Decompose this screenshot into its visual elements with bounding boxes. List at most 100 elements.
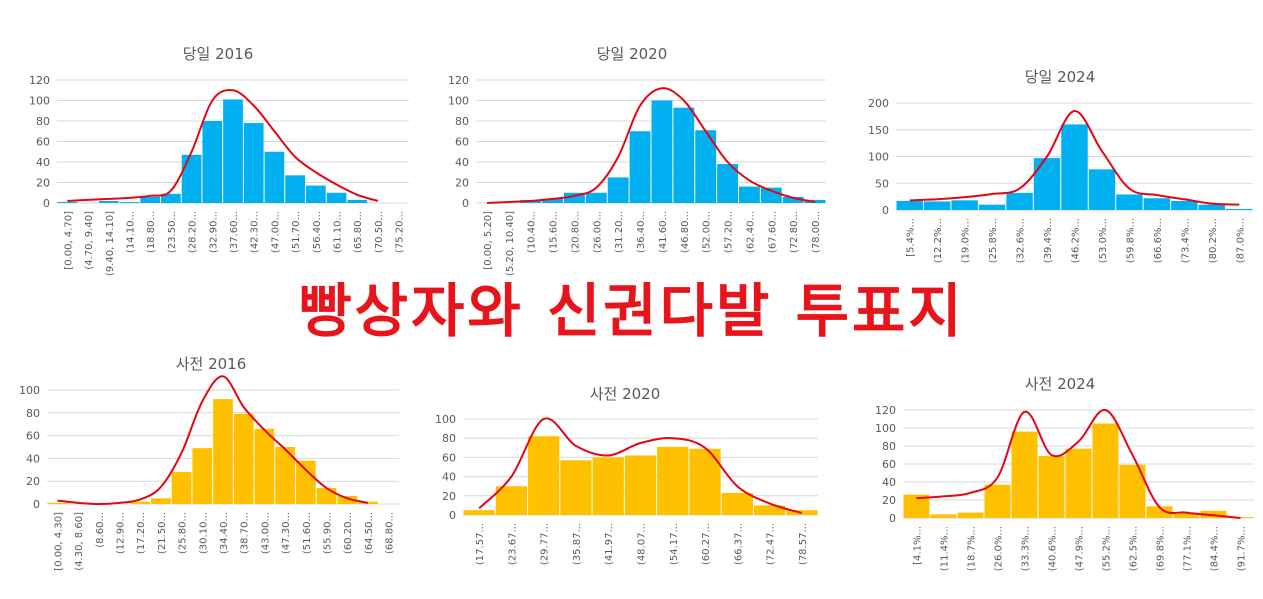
histogram-bar bbox=[657, 446, 689, 515]
chart-title: 당일 2020 bbox=[597, 45, 668, 63]
histogram-bar bbox=[903, 494, 930, 518]
x-tick-label: (59.8%... bbox=[1125, 218, 1136, 263]
histogram-bar bbox=[98, 200, 119, 203]
histogram-bar bbox=[542, 198, 563, 203]
x-tick-label: (23.67... bbox=[507, 523, 518, 565]
histogram-bar bbox=[285, 175, 305, 203]
x-tick-label: (70.50... bbox=[374, 211, 385, 253]
histogram-bar bbox=[192, 448, 213, 504]
x-tick-label: (42.30... bbox=[250, 211, 261, 253]
chart-title: 사전 2016 bbox=[176, 355, 247, 373]
histogram-bar bbox=[624, 455, 657, 515]
x-tick-label: (47.30... bbox=[281, 512, 292, 554]
x-tick-label: (28.20... bbox=[188, 211, 199, 253]
y-tick-label: 100 bbox=[19, 384, 40, 397]
chart-title: 사전 2020 bbox=[590, 385, 661, 403]
histogram-bar bbox=[717, 164, 738, 203]
chart-dangil-2020: 당일 2020 0 20 40 60 80 100 120 [0.00, 5.20] (5.20,… bbox=[448, 45, 826, 276]
y-tick-label: 40 bbox=[882, 476, 896, 489]
x-tick-label: (62.40... bbox=[745, 211, 756, 253]
x-tick-label: (53.0%... bbox=[1098, 218, 1109, 263]
x-tick-label: (73.4%... bbox=[1180, 218, 1191, 263]
histogram-bar bbox=[495, 486, 528, 515]
histogram-bar bbox=[1173, 512, 1200, 518]
histogram-bar bbox=[57, 201, 78, 203]
x-tick-label: (4.30, 8.60] bbox=[74, 512, 85, 571]
x-tick-label: (14.10... bbox=[125, 211, 136, 253]
histogram-bar bbox=[295, 460, 316, 504]
histogram-bar bbox=[923, 201, 951, 210]
y-tick-label: 40 bbox=[455, 156, 469, 169]
y-tick-label: 200 bbox=[868, 97, 889, 110]
x-tick-label: (5.20, 10.40] bbox=[505, 211, 516, 276]
histogram-bar bbox=[275, 447, 295, 504]
y-tick-label: 60 bbox=[882, 458, 896, 471]
histogram-bar bbox=[337, 496, 358, 504]
x-tick-label: (57.20... bbox=[724, 211, 735, 253]
x-tick-label: (72.80... bbox=[789, 211, 800, 253]
x-tick-label: (9.40, 14.10] bbox=[105, 211, 116, 276]
histogram-bar bbox=[1143, 198, 1171, 210]
y-tick-label: 0 bbox=[33, 498, 40, 511]
y-tick-label: 150 bbox=[868, 124, 889, 137]
x-tick-label: (18.80... bbox=[146, 211, 157, 253]
histogram-bar bbox=[1171, 200, 1198, 210]
histogram-bar bbox=[1011, 431, 1038, 518]
histogram-bar bbox=[305, 185, 326, 203]
x-tick-label: (78.00... bbox=[811, 211, 822, 253]
x-tick-label: (23.50... bbox=[167, 211, 178, 253]
y-tick-label: 0 bbox=[43, 197, 50, 210]
histogram-bar bbox=[585, 192, 607, 203]
x-tick-label: (26.0%... bbox=[994, 526, 1005, 571]
histogram-bar bbox=[151, 498, 171, 504]
histogram-bar bbox=[264, 151, 285, 203]
x-tick-label: (46.2%... bbox=[1071, 218, 1082, 263]
histogram-bar bbox=[984, 484, 1011, 518]
histogram-bar bbox=[213, 399, 233, 504]
histogram-bar bbox=[760, 187, 782, 203]
chart-sajeon-2024: 사전 2024 0 20 40 60 80 100 120 [4.1%... (11.4%... (… bbox=[875, 375, 1254, 571]
x-tick-label: (61.10... bbox=[333, 211, 344, 253]
x-tick-label: (33.3%... bbox=[1021, 526, 1032, 571]
histogram-bar bbox=[47, 502, 68, 504]
histogram-bar bbox=[233, 413, 254, 504]
x-tick-label: (55.90... bbox=[323, 512, 334, 554]
x-tick-label: (41.60... bbox=[658, 211, 669, 253]
histogram-bar bbox=[254, 428, 275, 504]
y-tick-label: 60 bbox=[442, 451, 456, 464]
density-curve bbox=[67, 89, 379, 202]
density-curve bbox=[916, 409, 1241, 519]
y-tick-label: 20 bbox=[455, 177, 469, 190]
x-tick-label: (43.00... bbox=[260, 512, 271, 554]
histogram-bar bbox=[1006, 192, 1033, 210]
x-tick-label: [5.4%... bbox=[906, 218, 917, 257]
chart-sajeon-2020: 사전 2020 0 20 40 60 80 100 (17.57... (23.67... (29… bbox=[435, 385, 818, 565]
x-tick-label: (37.60... bbox=[229, 211, 240, 253]
histogram-bar bbox=[463, 510, 495, 515]
histogram-bar bbox=[782, 196, 804, 203]
histogram-bar bbox=[528, 436, 560, 515]
histogram-bar bbox=[896, 200, 923, 210]
x-tick-label: (69.8%... bbox=[1156, 526, 1167, 571]
x-tick-label: (26.00... bbox=[592, 211, 603, 253]
x-tick-label: (8.60... bbox=[95, 512, 106, 548]
histogram-bar bbox=[181, 154, 202, 203]
histogram-bar bbox=[223, 99, 243, 203]
x-tick-label: (77.1%... bbox=[1183, 526, 1194, 571]
x-tick-label: (51.70... bbox=[291, 211, 302, 253]
histogram-bar bbox=[161, 193, 181, 203]
x-tick-label: (38.70... bbox=[240, 512, 251, 554]
histogram-bar bbox=[1116, 194, 1143, 210]
density-curve bbox=[478, 417, 803, 515]
x-tick-label: [0.00, 5.20] bbox=[483, 211, 494, 270]
x-tick-label: (78.57... bbox=[798, 523, 809, 565]
histogram-bar bbox=[243, 123, 264, 203]
x-tick-label: (72.47... bbox=[766, 523, 777, 565]
chart-title: 당일 2024 bbox=[1025, 68, 1096, 86]
x-tick-label: (39.4%... bbox=[1043, 218, 1054, 263]
y-tick-label: 60 bbox=[455, 136, 469, 149]
x-tick-label: (31.20... bbox=[614, 211, 625, 253]
histogram-bar bbox=[753, 505, 786, 515]
x-tick-label: [0.00, 4.70] bbox=[63, 211, 74, 270]
x-tick-label: (48.07... bbox=[637, 523, 648, 565]
